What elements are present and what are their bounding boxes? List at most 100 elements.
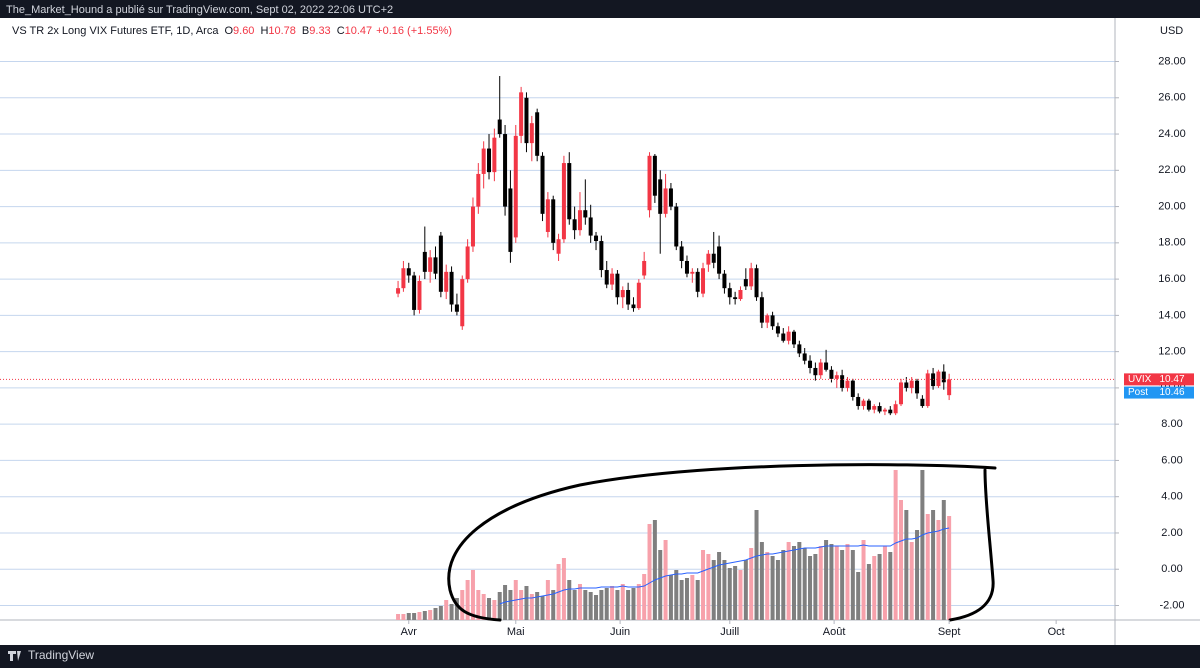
candle-body	[775, 326, 780, 334]
candle-body	[791, 331, 796, 345]
top-bar	[0, 0, 1200, 18]
volume-bar	[465, 580, 470, 620]
candle-body	[845, 380, 850, 388]
x-tick-label: Août	[823, 626, 846, 638]
volume-bar	[711, 560, 716, 620]
volume-bar	[599, 590, 604, 620]
volume-bar	[888, 552, 893, 620]
volume-bar	[941, 500, 946, 620]
candle-body	[733, 297, 738, 300]
candle-body	[658, 179, 663, 214]
candle-body	[583, 210, 588, 218]
volume-bar	[770, 556, 775, 620]
volume-bar	[824, 540, 829, 620]
y-tick-label: 22.00	[1158, 164, 1186, 176]
candle-body	[422, 251, 427, 272]
candle-body	[840, 375, 845, 388]
volume-bar	[535, 592, 540, 620]
candle-body	[786, 331, 791, 341]
candle-body	[481, 148, 486, 174]
volume-bar	[872, 556, 877, 620]
volume-bar	[786, 542, 791, 620]
candle-body	[417, 280, 422, 310]
candle-body	[904, 382, 909, 388]
candle-body	[743, 279, 748, 287]
x-tick-label: Mai	[507, 626, 525, 638]
x-tick-label: Juin	[610, 626, 630, 638]
candle-body	[936, 371, 941, 387]
volume-bar	[412, 613, 417, 620]
publisher: The_Market_Hound a publié sur TradingVie…	[6, 4, 393, 16]
candle-body	[652, 155, 657, 196]
candle-body	[808, 360, 813, 368]
volume-bar	[684, 578, 689, 620]
volume-bar	[631, 588, 636, 620]
candle-body	[663, 188, 668, 214]
volume-bar	[818, 546, 823, 620]
candle-body	[690, 271, 695, 274]
candle-body	[813, 367, 818, 376]
candle-body	[711, 253, 716, 263]
candle-body	[396, 288, 401, 294]
candle-body	[920, 398, 925, 407]
hand-drawn-annotation	[447, 463, 997, 622]
volume-bar	[759, 542, 764, 620]
volume-bar	[743, 560, 748, 620]
candle-body	[524, 97, 529, 144]
candle-body	[594, 235, 599, 242]
candle-body	[406, 268, 411, 276]
grid: -2.000.002.004.006.008.0010.0012.0014.00…	[0, 55, 1186, 611]
volume-bar	[679, 580, 684, 620]
legend-label: B	[302, 25, 309, 37]
volume-bar	[791, 546, 796, 620]
candle-body	[508, 188, 513, 252]
legend-value: +0.16 (+1.55%)	[376, 25, 452, 37]
candle-body	[529, 123, 534, 144]
y-tick-label: 18.00	[1158, 237, 1186, 249]
volume-bar	[668, 575, 673, 620]
candle-body	[572, 219, 577, 231]
candle-body	[551, 199, 556, 243]
volume-bar	[401, 614, 406, 620]
y-tick-label: 16.00	[1158, 273, 1186, 285]
y-unit: USD	[1160, 25, 1183, 37]
candle-body	[701, 268, 706, 294]
volume-bar	[754, 510, 759, 620]
volume-bar	[866, 564, 871, 620]
x-axis: Avr Mai Juin Juill Août Sept Oct	[401, 620, 1065, 638]
volume-bar	[850, 550, 855, 620]
volume-bar	[765, 552, 770, 620]
volume-bar	[508, 590, 513, 620]
candle-body	[438, 235, 443, 292]
candle-body	[503, 134, 508, 207]
volume-bar	[492, 600, 497, 620]
volume-bar	[604, 588, 609, 620]
legend-value: 10.78	[268, 25, 296, 37]
footer-brand: TradingView	[28, 648, 94, 662]
y-tick-label: 28.00	[1158, 55, 1186, 67]
candle-body	[909, 380, 914, 388]
volume-bar	[813, 554, 818, 620]
volume-bar	[428, 610, 433, 620]
volume-bar	[594, 595, 599, 620]
volume-bar	[947, 516, 952, 620]
y-tick-label: 8.00	[1161, 418, 1182, 430]
volume-pane	[396, 470, 952, 620]
price-tag-name: UVIX	[1128, 374, 1152, 385]
price-tag-name: Post	[1128, 387, 1148, 398]
volume-bar	[444, 600, 449, 620]
volume-bar	[749, 548, 754, 620]
volume-bar	[647, 524, 652, 620]
volume-bar	[572, 590, 577, 620]
volume-bar	[893, 470, 898, 620]
candle-body	[428, 257, 433, 272]
candle-body	[866, 400, 871, 410]
candle-body	[513, 135, 518, 238]
volume-bar	[840, 550, 845, 620]
candle-body	[781, 333, 786, 341]
volume-bar	[834, 546, 839, 620]
candle-body	[684, 260, 689, 274]
candle-body	[487, 148, 492, 173]
volume-bar	[738, 570, 743, 620]
candle-body	[561, 163, 566, 240]
